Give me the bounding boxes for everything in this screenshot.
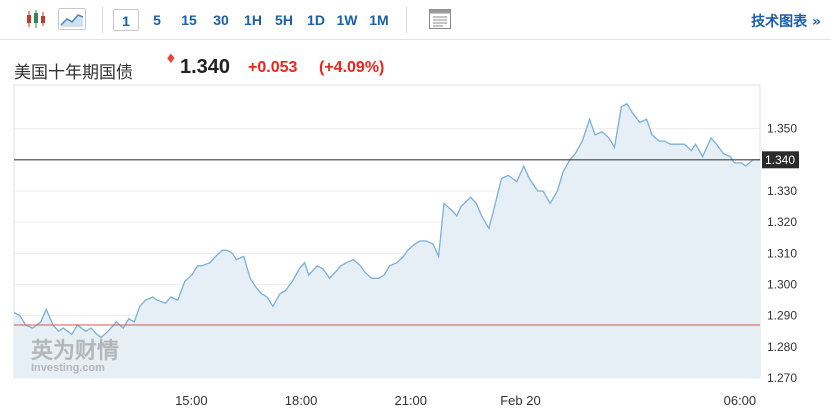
area-chart-icon[interactable]	[58, 8, 86, 30]
price-change: +0.053	[248, 59, 298, 76]
interval-1[interactable]: 1	[113, 9, 139, 31]
y-tick-label: 1.320	[767, 215, 797, 229]
y-tick-label: 1.290	[767, 309, 797, 323]
x-tick-label: 18:00	[285, 393, 318, 408]
technical-chart-link[interactable]: 技术图表 »	[751, 14, 821, 30]
x-tick-label: 06:00	[724, 393, 757, 408]
y-tick-label: 1.280	[767, 340, 797, 354]
y-tick-label: 1.300	[767, 277, 797, 291]
current-price-tag: 1.340	[762, 151, 799, 169]
y-axis: 1.350 1.330 1.320 1.310 1.300 1.290 1.280 1.270	[767, 122, 797, 385]
price-area	[14, 103, 760, 378]
y-tick-label: 1.350	[767, 122, 797, 136]
x-axis: 15:00 18:00 21:00 Feb 20 06:00	[175, 393, 756, 408]
candlestick-icon[interactable]	[24, 8, 50, 30]
x-tick-label: 15:00	[175, 393, 208, 408]
x-tick-label: Feb 20	[500, 393, 540, 408]
price-line	[13, 102, 760, 339]
realtime-indicator-icon: ♦	[165, 52, 177, 67]
interval-1d[interactable]: 1D	[307, 12, 325, 28]
interval-15[interactable]: 15	[181, 12, 197, 28]
interval-30[interactable]: 30	[213, 12, 229, 28]
y-tick-label: 1.330	[767, 184, 797, 198]
price-chart[interactable]: 1.350 1.330 1.320 1.310 1.300 1.290 1.280 1.270…	[0, 80, 831, 418]
interval-1m[interactable]: 1M	[369, 12, 389, 28]
instrument-name: 美国十年期国债	[14, 63, 133, 83]
toolbar-separator	[406, 7, 407, 33]
price-change-percent: (+4.09%)	[319, 59, 385, 76]
x-tick-label: 21:00	[394, 393, 427, 408]
last-price: 1.340	[180, 56, 231, 78]
watermark-cn: 英为财情	[31, 338, 119, 364]
watermark-logo: 英为财情 Investing.com	[31, 338, 119, 374]
current-price-label: 1.340	[765, 153, 795, 167]
calendar-icon[interactable]	[427, 8, 453, 30]
y-tick-label: 1.270	[767, 371, 797, 385]
y-tick-label: 1.310	[767, 246, 797, 260]
interval-5h[interactable]: 5H	[275, 12, 293, 28]
watermark-en: Investing.com	[31, 362, 105, 374]
chart-toolbar: 1 5 15 30 1H 5H 1D 1W 1M 技术图表 »	[0, 0, 831, 40]
interval-5[interactable]: 5	[153, 12, 161, 28]
interval-1h[interactable]: 1H	[244, 12, 262, 28]
toolbar-separator	[102, 7, 103, 33]
interval-1w[interactable]: 1W	[336, 12, 358, 28]
